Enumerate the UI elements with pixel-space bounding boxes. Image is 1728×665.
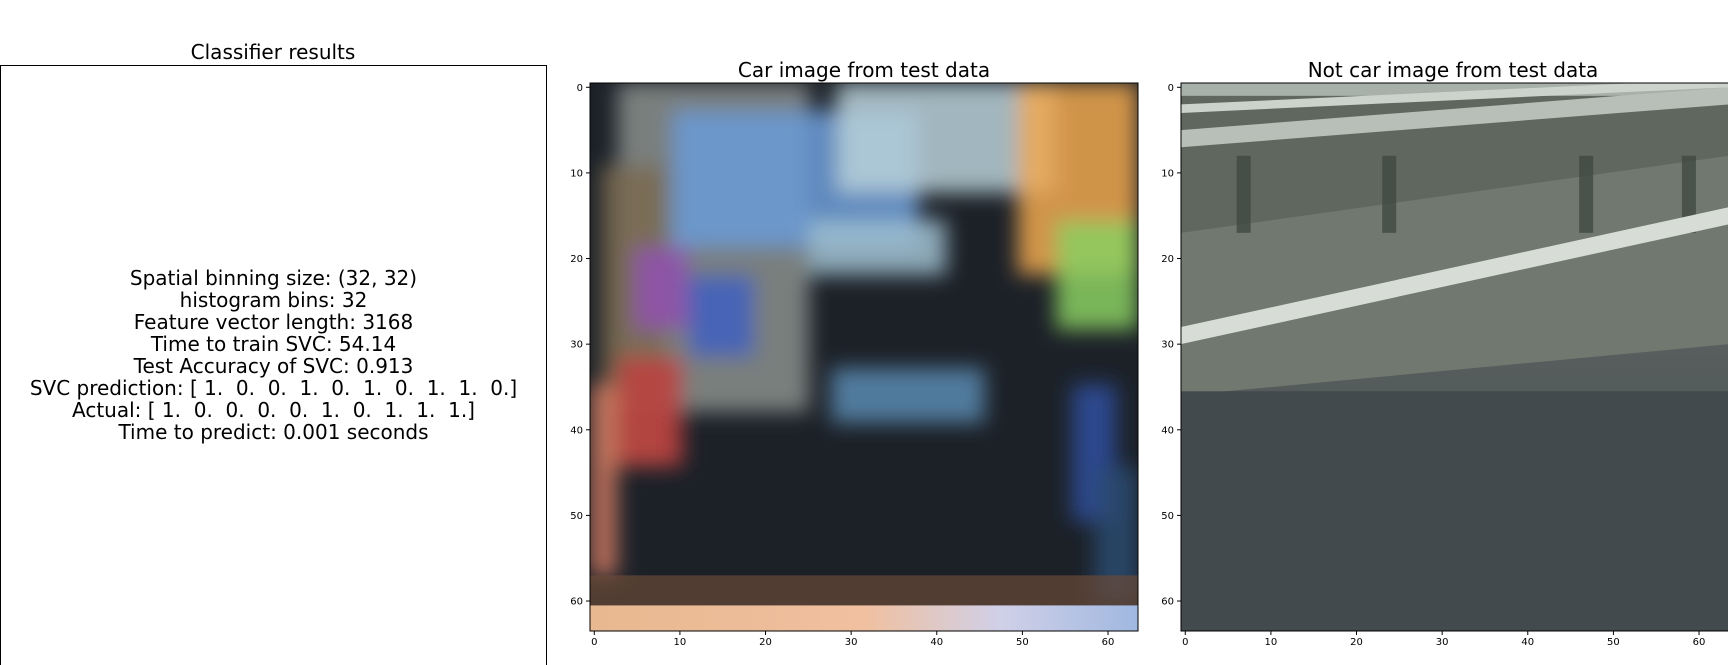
x-tick-label: 30 [1436,637,1449,648]
x-tick-label: 0 [1182,637,1188,648]
classifier-results-title: Classifier results [190,40,356,64]
x-tick-label: 10 [674,637,687,648]
y-tick-label: 40 [1161,425,1174,436]
notcar-image-title: Not car image from test data [1307,58,1599,82]
result-line: Time to train SVC: 54.14 [150,332,397,356]
y-tick-label: 20 [570,254,583,265]
x-tick-label: 20 [759,637,772,648]
y-tick-label: 20 [1161,254,1174,265]
x-tick-label: 30 [845,637,858,648]
x-tick-label: 20 [1350,637,1363,648]
y-tick-label: 30 [1161,340,1174,351]
result-line: SVC prediction: [ 1. 0. 0. 1. 0. 1. 0. 1… [29,376,518,400]
x-tick-label: 40 [930,637,943,648]
image-frame [1180,82,1728,632]
x-tick-label: 50 [1016,637,1029,648]
result-line: histogram bins: 32 [179,288,368,312]
x-tick-label: 50 [1607,637,1620,648]
y-tick-label: 10 [570,168,583,179]
image-content [590,83,1138,631]
x-tick-label: 10 [1265,637,1278,648]
classifier-results-box: Spatial binning size: (32, 32) histogram … [0,65,547,665]
image-panels: 0 10 20 30 40 50 60 0 10 20 30 40 50 60 0 10 20 30 40 50 60 0… [570,82,1728,648]
y-tick-label: 0 [1168,83,1174,94]
classifier-results-lines: Spatial binning size: (32, 32) histogram … [1,267,546,443]
x-tick-label: 0 [591,637,597,648]
result-line: Spatial binning size: (32, 32) [129,266,418,290]
y-tick-label: 60 [570,597,583,608]
x-tick-label: 40 [1521,637,1534,648]
x-tick-label: 60 [1102,637,1115,648]
result-line: Actual: [ 1. 0. 0. 0. 0. 1. 0. 1. 1. 1.] [72,398,475,422]
result-line: Test Accuracy of SVC: 0.913 [133,354,414,378]
y-tick-label: 60 [1161,597,1174,608]
x-tick-label: 60 [1693,637,1706,648]
image-content [1181,83,1728,631]
result-line: Feature vector length: 3168 [133,310,414,334]
car-image-title: Car image from test data [737,58,991,82]
y-tick-label: 30 [570,340,583,351]
y-tick-label: 40 [570,425,583,436]
y-tick-label: 0 [577,83,583,94]
result-line: Time to predict: 0.001 seconds [118,420,429,444]
y-tick-label: 50 [570,511,583,522]
y-tick-label: 50 [1161,511,1174,522]
y-tick-label: 10 [1161,168,1174,179]
image-frame [589,82,1139,632]
